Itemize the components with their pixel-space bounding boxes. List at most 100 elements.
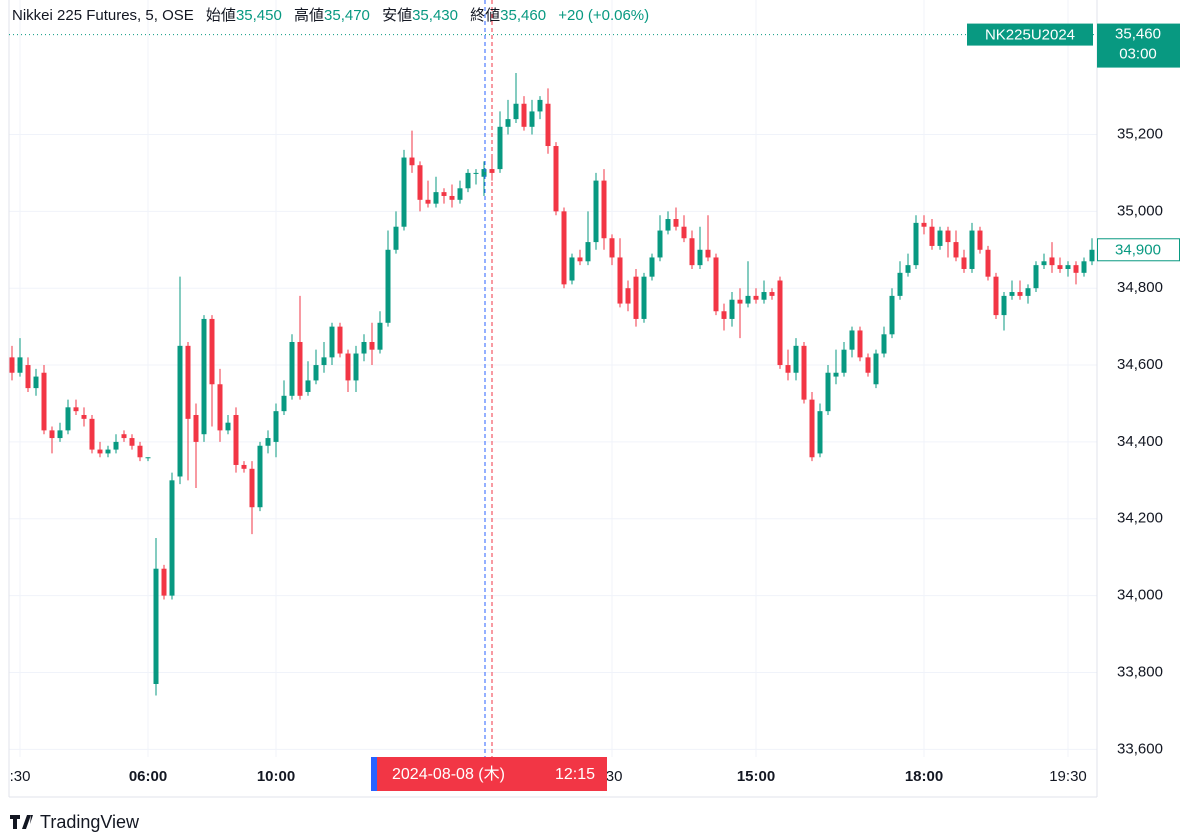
y-tick-label: 33,600	[1117, 740, 1163, 757]
candle-body	[241, 464, 247, 469]
candle-body	[1009, 292, 1015, 296]
branding: TradingView	[10, 812, 140, 832]
candle-body	[209, 318, 215, 385]
candle-body	[457, 188, 463, 200]
candle-body	[217, 384, 223, 431]
high-label: 高値	[294, 7, 324, 24]
candle-body	[689, 238, 695, 266]
price-marker-box	[1097, 238, 1180, 262]
candle-body	[857, 330, 863, 358]
open-label: 始値	[206, 7, 236, 24]
candle-body	[585, 242, 591, 262]
close-label: 終値	[470, 7, 500, 24]
x-tick-label: 18:00	[905, 768, 943, 785]
candle-body	[17, 357, 23, 373]
candle-body	[697, 249, 703, 266]
axes: 33,600 33,800 34,000 34,200 34,400 34,600 34,8…	[9, 23, 1180, 785]
candle-body	[201, 318, 207, 435]
candle-body	[1049, 257, 1055, 266]
candle-body	[793, 345, 799, 373]
candle-body	[769, 292, 775, 296]
low-value: 35,430	[412, 7, 458, 24]
candle-body	[289, 341, 295, 396]
candle-body	[657, 230, 663, 258]
legend-item: Nikkei 225 Futures, 5, OSE 始値35,450 高値35…	[12, 7, 649, 24]
candle-body	[617, 257, 623, 304]
candle-body	[761, 292, 767, 300]
candle-body	[25, 365, 31, 389]
candle-body	[737, 299, 743, 304]
candle-body	[481, 169, 487, 177]
candle-body	[897, 272, 903, 296]
candle-body	[169, 480, 175, 596]
logo-icon	[10, 815, 33, 829]
x-tick-label: 15:00	[737, 768, 775, 785]
candle-body	[1089, 249, 1095, 262]
candle-body	[1033, 265, 1039, 289]
candle-body	[353, 353, 359, 381]
candle-body	[729, 299, 735, 319]
candle-body	[393, 226, 399, 250]
y-tick-label: 33,800	[1117, 663, 1163, 680]
candle-body	[465, 172, 471, 189]
candle-body	[673, 219, 679, 227]
candle-body	[137, 445, 143, 458]
candle-body	[121, 434, 127, 439]
candle-body	[441, 192, 447, 196]
candle-body	[681, 226, 687, 239]
candle-body	[633, 276, 639, 319]
candle-body	[281, 395, 287, 412]
candle-body	[985, 249, 991, 277]
candle-body	[1025, 288, 1031, 296]
candle-body	[777, 280, 783, 366]
candle-body	[73, 407, 79, 412]
candle-body	[57, 430, 63, 439]
candle-body	[913, 222, 919, 266]
y-tick-label: 34,800	[1117, 279, 1163, 296]
candle-body	[745, 295, 751, 304]
candle-body	[1081, 261, 1087, 273]
candle-body	[33, 376, 39, 389]
symbol-title: Nikkei 225 Futures, 5, OSE	[12, 7, 194, 24]
candle-body	[529, 111, 535, 127]
candle-body	[825, 372, 831, 412]
candle-body	[937, 230, 943, 246]
candle-body	[249, 468, 255, 508]
candle-body	[65, 407, 71, 431]
candle-body	[569, 257, 575, 281]
candle-body	[177, 345, 183, 477]
candle-body	[969, 230, 975, 269]
candle-body	[449, 195, 455, 200]
candle-body	[593, 180, 599, 243]
y-tick-label: 34,200	[1117, 510, 1163, 527]
candle-body	[545, 103, 551, 147]
x-tick-label: 10:00	[257, 768, 295, 785]
candle-body	[185, 345, 191, 419]
candle-body	[753, 295, 759, 300]
candle-body	[833, 372, 839, 377]
candle-body	[641, 276, 647, 319]
candle-body	[553, 146, 559, 212]
candle-body	[721, 311, 727, 319]
candle-body	[537, 99, 543, 112]
candle-body	[225, 422, 231, 431]
candle-body	[113, 441, 119, 450]
crosshair-label-strip	[371, 757, 377, 791]
candle-body	[865, 357, 871, 373]
candle-body	[473, 172, 479, 174]
crosshair-date: 2024-08-08 (木)	[392, 765, 505, 783]
x-tick-label: :30	[10, 768, 31, 785]
countdown: 03:00	[1119, 46, 1157, 63]
candle-body	[1017, 292, 1023, 296]
candle-body	[1057, 265, 1063, 269]
y-tick-label: 34,000	[1117, 587, 1163, 604]
candle-body	[625, 288, 631, 304]
candle-body	[337, 326, 343, 354]
candle-body	[409, 157, 415, 166]
candle-body	[1041, 261, 1047, 266]
candle-body	[145, 457, 151, 459]
y-tick-label: 34,600	[1117, 356, 1163, 373]
candle-body	[649, 257, 655, 277]
candle-body	[257, 445, 263, 508]
